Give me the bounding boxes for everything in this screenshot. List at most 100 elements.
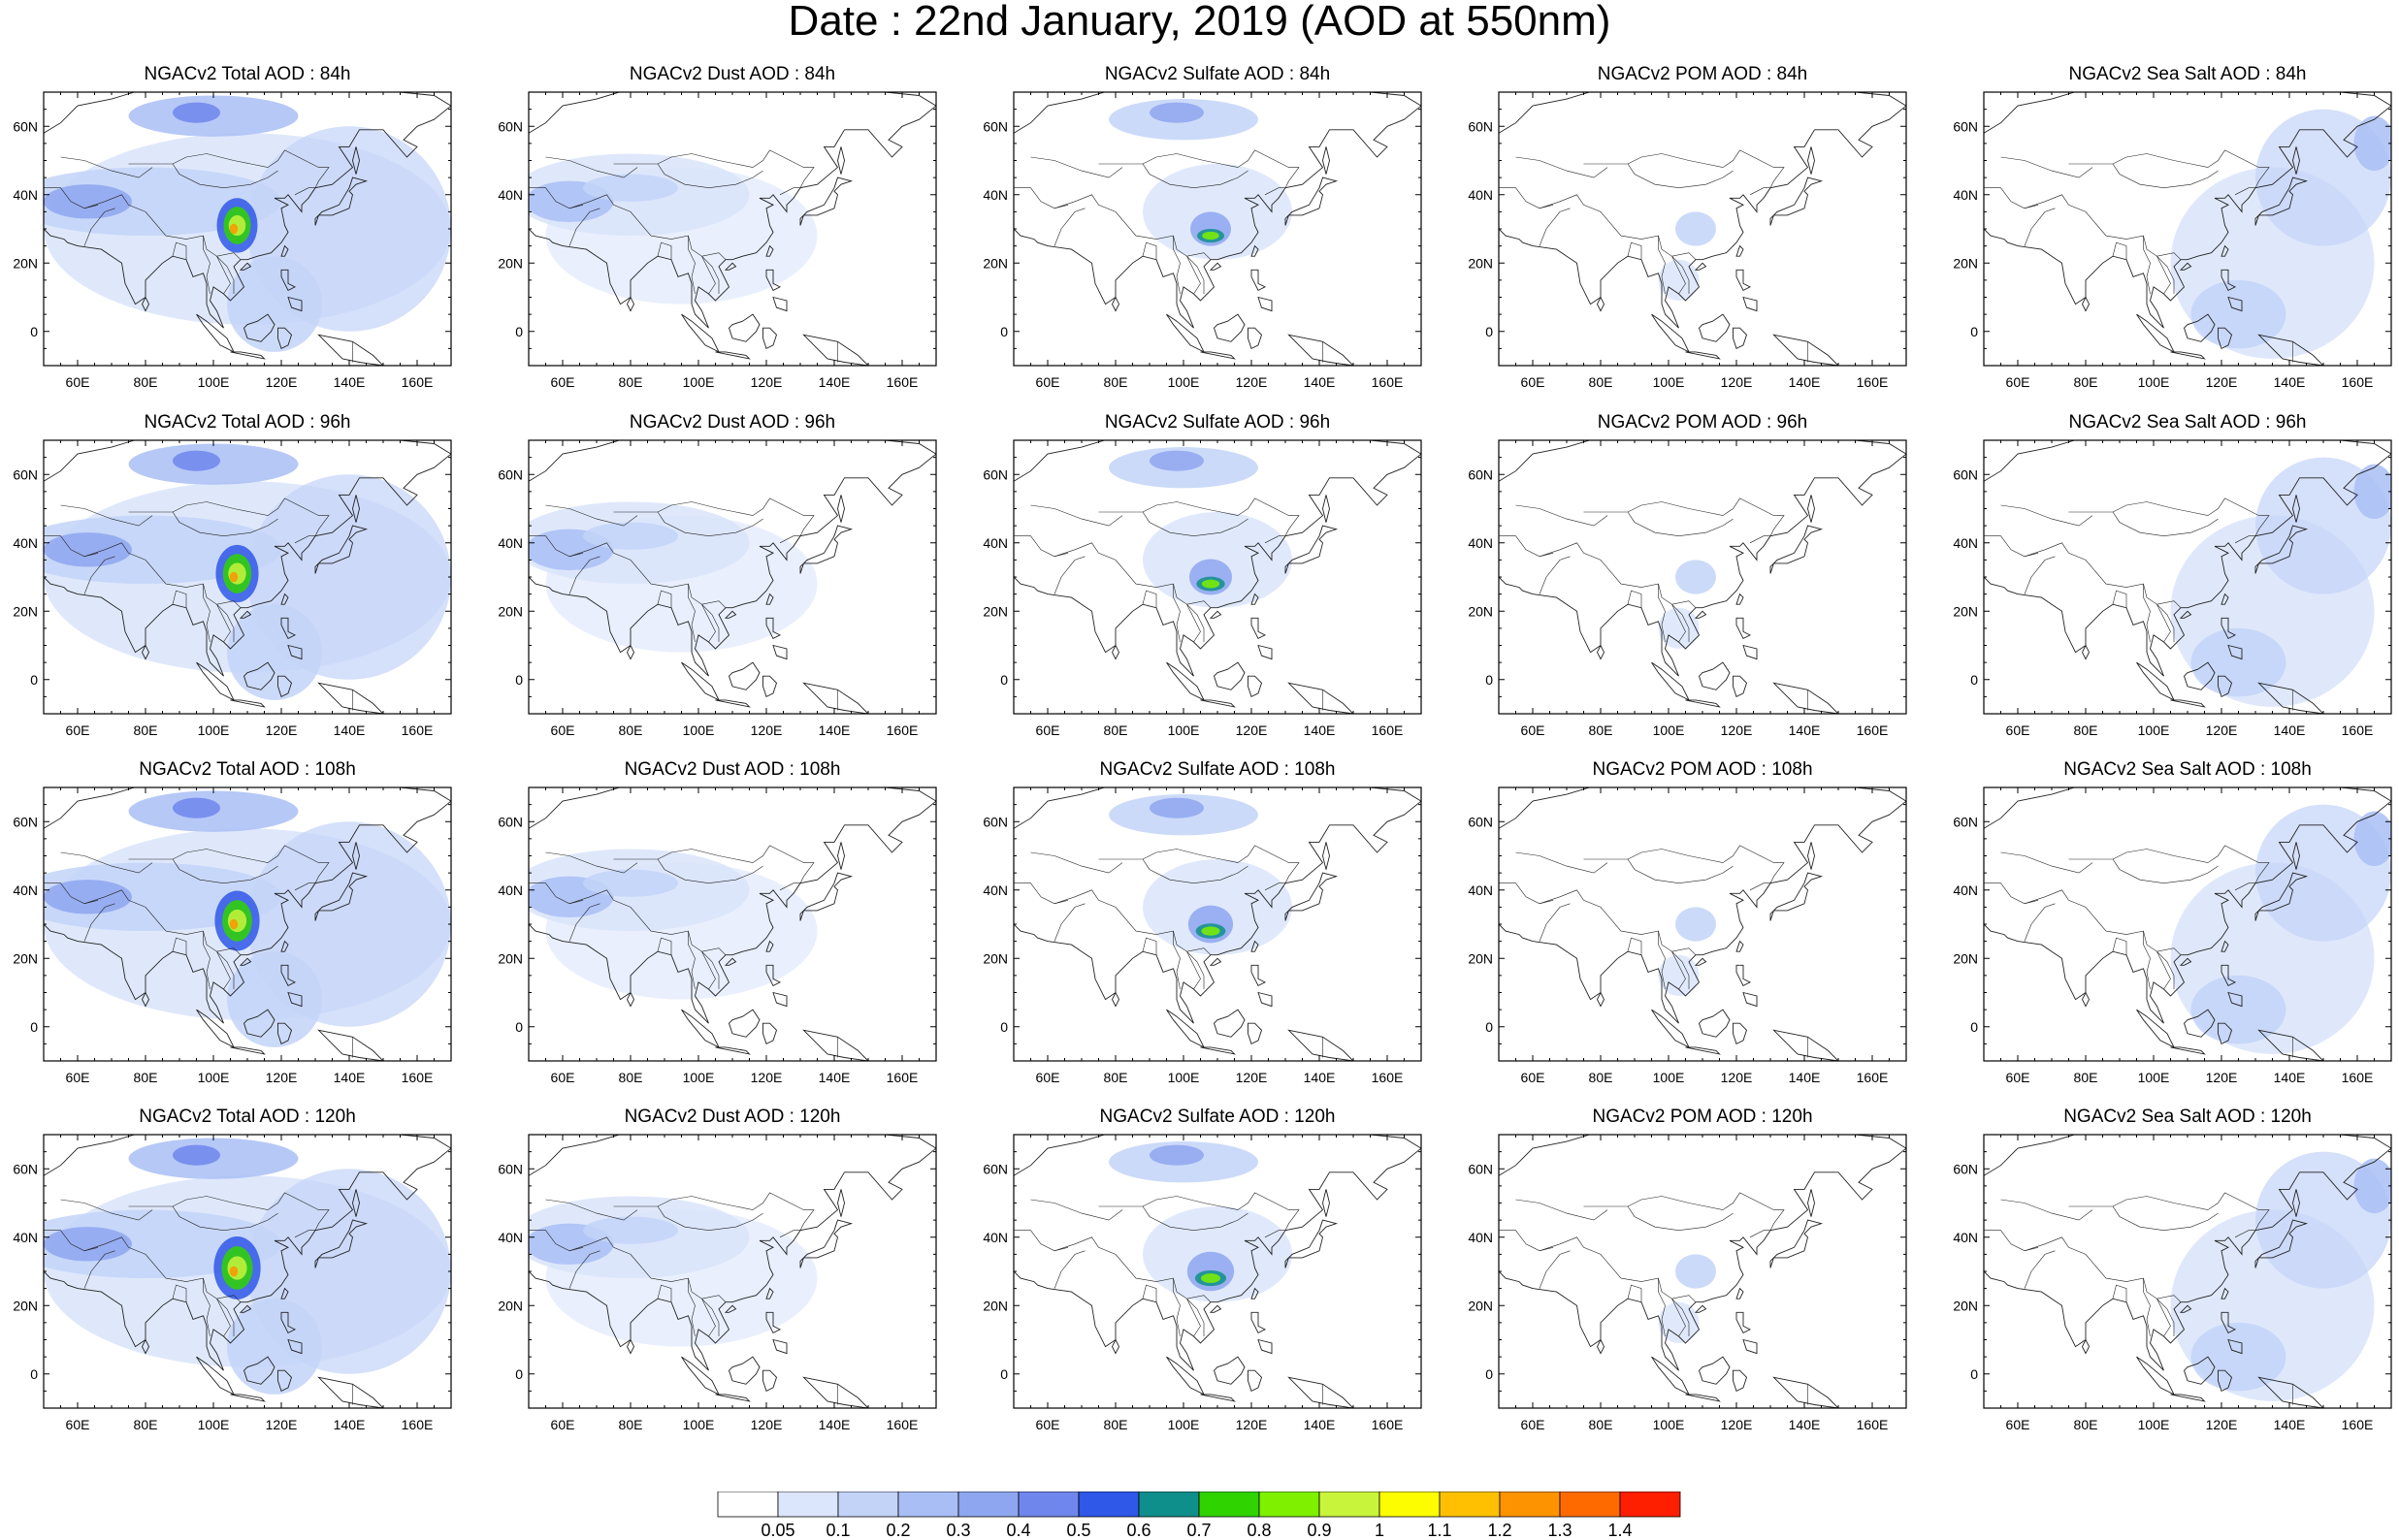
map-panel-dust-row-3: NGACv2 Dust AOD : 108h 60E 80E 100E 120E 140E… bbox=[498, 759, 937, 1092]
lon-tick-label: 140E bbox=[2274, 1417, 2306, 1432]
lon-tick-label: 140E bbox=[334, 1417, 366, 1432]
lon-tick-label: 100E bbox=[2138, 1417, 2170, 1432]
lon-tick-label: 60E bbox=[1036, 1417, 1060, 1432]
lon-tick-label: 160E bbox=[887, 1070, 919, 1085]
lon-tick-label: 140E bbox=[1789, 1070, 1821, 1085]
aod-field bbox=[227, 951, 322, 1047]
aod-field bbox=[227, 1299, 322, 1395]
aod-field bbox=[2353, 1158, 2391, 1214]
lat-tick-label: 20N bbox=[1953, 1298, 1978, 1313]
aod-field bbox=[1143, 164, 1292, 260]
lon-tick-label: 100E bbox=[2138, 722, 2170, 738]
lat-tick-label: 0 bbox=[515, 1019, 523, 1035]
lat-tick-label: 40N bbox=[498, 187, 523, 203]
lon-tick-label: 100E bbox=[1653, 1070, 1685, 1085]
lon-tick-label: 60E bbox=[1521, 374, 1545, 390]
lon-tick-label: 140E bbox=[2274, 722, 2306, 738]
lat-tick-label: 20N bbox=[1468, 255, 1493, 271]
lat-tick-label: 0 bbox=[1485, 672, 1493, 688]
colorbar-label: 1.3 bbox=[1547, 1521, 1572, 1540]
colorbar-label: 1 bbox=[1375, 1521, 1384, 1540]
coastline-icon bbox=[1984, 1135, 2391, 1408]
lat-tick-label: 60N bbox=[13, 118, 38, 134]
coastline-icon bbox=[1014, 787, 1421, 1061]
map-panel-pom-row-1: NGACv2 POM AOD : 84h 60E 80E 100E 120E 140E 16… bbox=[1468, 64, 1907, 397]
lon-tick-label: 160E bbox=[1857, 722, 1889, 738]
map-panel-dust-row-4: NGACv2 Dust AOD : 120h 60E 80E 100E 120E 140E… bbox=[498, 1107, 937, 1439]
coastline-icon bbox=[1499, 1135, 1906, 1408]
lon-tick-label: 100E bbox=[1168, 1417, 1200, 1432]
aod-field bbox=[173, 102, 220, 123]
lon-tick-label: 120E bbox=[266, 374, 298, 390]
lon-tick-label: 60E bbox=[66, 374, 90, 390]
lat-tick-label: 60N bbox=[498, 814, 523, 829]
coastline-icon bbox=[529, 1135, 936, 1408]
page-title: Date : 22nd January, 2019 (AOD at 550nm) bbox=[788, 0, 1611, 45]
panel-title: NGACv2 POM AOD : 84h bbox=[1597, 64, 1808, 84]
coastline-icon bbox=[44, 787, 451, 1061]
lon-tick-label: 60E bbox=[2006, 1070, 2030, 1085]
coastline-icon bbox=[44, 440, 451, 714]
lat-tick-label: 20N bbox=[13, 255, 38, 271]
lat-tick-label: 20N bbox=[13, 1298, 38, 1313]
coastline-icon bbox=[1984, 92, 2391, 366]
panel-title: NGACv2 Sulfate AOD : 108h bbox=[1099, 759, 1336, 780]
coastline-icon bbox=[1014, 1135, 1421, 1408]
aod-field bbox=[1675, 1254, 1716, 1289]
coastline-icon bbox=[529, 92, 936, 366]
lon-tick-label: 80E bbox=[1104, 722, 1128, 738]
map-panel-total-row-2: NGACv2 Total AOD : 96h 60E 80E 100E 120E 140E… bbox=[13, 413, 452, 745]
lon-tick-label: 140E bbox=[2274, 1070, 2306, 1085]
aod-field bbox=[583, 522, 678, 550]
lat-tick-label: 40N bbox=[983, 187, 1008, 203]
lat-tick-label: 0 bbox=[1970, 1019, 1978, 1035]
panel-title: NGACv2 Dust AOD : 108h bbox=[624, 759, 841, 780]
aod-map: 60E 80E 100E 120E 140E 160E 60N 40N 20N 0 bbox=[13, 1134, 452, 1432]
colorbar-swatch bbox=[1078, 1492, 1140, 1518]
aod-map: 60E 80E 100E 120E 140E 160E 60N 40N 20N 0 bbox=[983, 1134, 1422, 1432]
aod-field bbox=[2190, 627, 2286, 697]
lon-tick-label: 60E bbox=[66, 1417, 90, 1432]
colorbar-label: 0.2 bbox=[886, 1521, 910, 1540]
lon-tick-label: 140E bbox=[2274, 374, 2306, 390]
aod-field bbox=[173, 1144, 220, 1166]
colorbar-label: 0.7 bbox=[1186, 1521, 1211, 1540]
colorbar-swatch bbox=[1559, 1492, 1621, 1518]
aod-field bbox=[2353, 464, 2391, 520]
lon-tick-label: 80E bbox=[1104, 1070, 1128, 1085]
lat-tick-label: 0 bbox=[1000, 1366, 1008, 1382]
lat-tick-label: 60N bbox=[498, 1161, 523, 1176]
map-panel-sulfate-row-1: NGACv2 Sulfate AOD : 84h 60E 80E 100E 120E 14… bbox=[983, 65, 1422, 397]
lat-tick-label: 0 bbox=[1970, 1366, 1978, 1382]
aod-field bbox=[44, 880, 132, 914]
aod-field bbox=[227, 1256, 247, 1280]
aod-field bbox=[2353, 811, 2391, 867]
map-panel-pom-row-2: NGACv2 POM AOD : 96h 60E 80E 100E 120E 140E 16… bbox=[1468, 413, 1907, 745]
aod-field bbox=[173, 450, 220, 471]
coastline-icon bbox=[529, 440, 936, 714]
panel-title: NGACv2 Sea Salt AOD : 120h bbox=[2063, 1107, 2312, 1127]
aod-map: 60E 80E 100E 120E 140E 160E 60N 40N 20N 0 bbox=[1468, 91, 1907, 390]
lon-tick-label: 80E bbox=[1104, 374, 1128, 390]
aod-field bbox=[44, 532, 132, 567]
colorbar-swatch bbox=[1258, 1492, 1320, 1518]
lon-tick-label: 60E bbox=[1036, 1070, 1060, 1085]
lat-tick-label: 0 bbox=[1485, 1366, 1493, 1382]
map-panel-sea-salt-row-3: NGACv2 Sea Salt AOD : 108h 60E 80E 100E 120E… bbox=[1953, 760, 2392, 1092]
panel-title: NGACv2 Total AOD : 120h bbox=[139, 1107, 356, 1127]
lon-tick-label: 140E bbox=[1304, 374, 1336, 390]
lat-tick-label: 20N bbox=[983, 950, 1008, 966]
lon-tick-label: 60E bbox=[1521, 722, 1545, 738]
lon-tick-label: 160E bbox=[2342, 1070, 2374, 1085]
panel-title: NGACv2 Dust AOD : 84h bbox=[629, 64, 836, 84]
colorbar-label: 0.05 bbox=[761, 1521, 794, 1540]
lat-tick-label: 0 bbox=[1485, 1019, 1493, 1035]
lon-tick-label: 120E bbox=[1721, 722, 1753, 738]
aod-field bbox=[229, 918, 239, 930]
lon-tick-label: 140E bbox=[819, 1070, 851, 1085]
aod-field bbox=[1202, 231, 1219, 241]
colorbar-swatch bbox=[717, 1492, 779, 1518]
aod-field bbox=[44, 1227, 132, 1262]
lon-tick-label: 160E bbox=[1857, 1417, 1889, 1432]
lat-tick-label: 20N bbox=[1953, 603, 1978, 619]
